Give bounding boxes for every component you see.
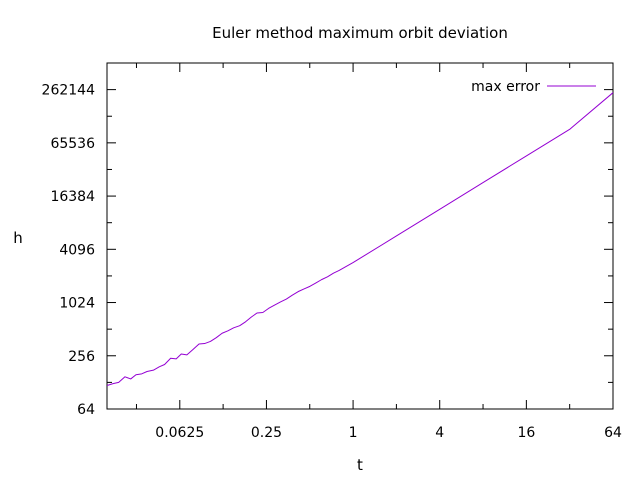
x-tick-label: 0.0625 — [155, 425, 204, 441]
series-layer — [106, 92, 614, 386]
y-tick-label: 262144 — [42, 83, 96, 99]
series-line-max-error — [106, 92, 614, 386]
x-tick-label: 0.25 — [251, 425, 282, 441]
plot-frame — [106, 62, 614, 410]
y-tick-label: 16384 — [50, 189, 95, 205]
y-axis-label: h — [13, 229, 23, 247]
chart-title: Euler method maximum orbit deviation — [212, 24, 508, 42]
y-tick-label: 1024 — [59, 296, 95, 312]
y-tick-label: 64 — [77, 402, 95, 418]
legend-label: max error — [471, 79, 540, 95]
y-tick-label: 65536 — [50, 136, 95, 152]
x-tick-label: 1 — [349, 425, 358, 441]
x-tick-label: 4 — [435, 425, 444, 441]
x-tick-label: 16 — [517, 425, 535, 441]
y-tick-label: 256 — [68, 349, 95, 365]
legend: max error — [471, 79, 596, 95]
y-tick-label: 4096 — [59, 242, 95, 258]
x-tick-label: 64 — [604, 425, 622, 441]
x-axis-label: t — [357, 456, 363, 474]
plot-border — [106, 62, 614, 410]
tick-layer: 0.0625 0.25 1 4 16 64 64 256 1024 4096 16384 65536 2… — [42, 62, 622, 441]
